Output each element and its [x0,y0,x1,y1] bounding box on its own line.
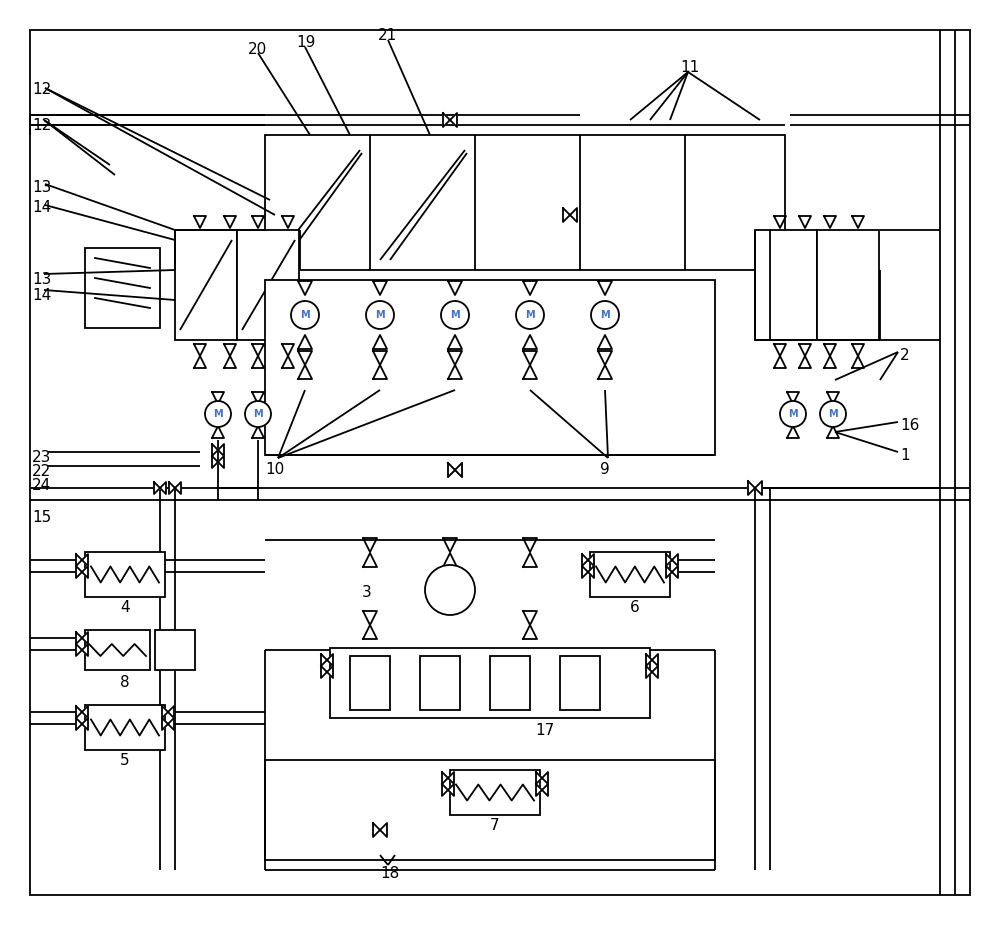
Polygon shape [76,644,88,656]
Polygon shape [212,456,224,468]
Text: 18: 18 [380,866,399,881]
Bar [560,656,600,710]
Bar [85,552,165,597]
Polygon shape [536,784,548,796]
Bar [490,656,530,710]
Text: 12: 12 [32,82,51,97]
Polygon shape [448,463,462,477]
Bar [237,230,299,340]
Text: 10: 10 [265,462,284,477]
Text: 13: 13 [32,180,51,195]
Text: 4: 4 [120,600,130,615]
Bar [265,280,715,455]
Bar [450,770,540,815]
Text: M: M [828,409,838,419]
Circle shape [441,301,469,329]
Circle shape [205,401,231,427]
Polygon shape [76,554,88,566]
Text: 7: 7 [490,818,500,833]
Bar [590,552,670,597]
Text: M: M [300,310,310,320]
Text: 13: 13 [32,272,51,287]
Circle shape [425,565,475,615]
Bar [265,760,715,860]
Text: 22: 22 [32,464,51,479]
Circle shape [245,401,271,427]
Polygon shape [373,823,387,837]
Text: M: M [600,310,610,320]
Circle shape [516,301,544,329]
Bar [350,656,390,710]
Polygon shape [448,463,462,477]
Text: M: M [253,409,263,419]
Polygon shape [646,654,658,666]
Circle shape [820,401,846,427]
Polygon shape [169,482,181,494]
Bar [265,135,785,270]
Polygon shape [666,554,678,566]
Polygon shape [666,566,678,578]
Polygon shape [582,554,594,566]
Polygon shape [321,666,333,678]
Circle shape [366,301,394,329]
Polygon shape [748,481,762,495]
Bar [85,248,160,328]
Text: 1: 1 [900,448,910,463]
Text: 14: 14 [32,200,51,215]
Text: M: M [213,409,223,419]
Bar [175,230,237,340]
Polygon shape [162,706,174,718]
Bar [155,630,195,670]
Bar [755,230,817,340]
Circle shape [291,301,319,329]
Polygon shape [76,718,88,730]
Bar [330,648,650,718]
Text: 24: 24 [32,478,51,493]
Text: 14: 14 [32,288,51,303]
Polygon shape [563,208,577,222]
Text: 21: 21 [378,28,397,43]
Text: 2: 2 [900,348,910,363]
Bar [817,230,879,340]
Text: M: M [788,409,798,419]
Polygon shape [442,772,454,784]
Polygon shape [646,666,658,678]
Circle shape [591,301,619,329]
Polygon shape [76,566,88,578]
Polygon shape [321,654,333,666]
Text: 15: 15 [32,510,51,525]
Text: 11: 11 [680,60,699,75]
Text: 9: 9 [600,462,610,477]
Text: 5: 5 [120,753,130,768]
Bar [420,656,460,710]
Polygon shape [536,772,548,784]
Bar [85,630,150,670]
Polygon shape [76,632,88,644]
Text: 12: 12 [32,118,51,133]
Polygon shape [162,718,174,730]
Polygon shape [154,482,166,494]
Text: M: M [375,310,385,320]
Polygon shape [582,566,594,578]
Text: M: M [450,310,460,320]
Polygon shape [443,113,457,127]
Polygon shape [442,784,454,796]
Text: 20: 20 [248,42,267,57]
Text: 6: 6 [630,600,640,615]
Text: 3: 3 [362,585,372,600]
Text: 8: 8 [120,675,130,690]
Text: 16: 16 [900,418,919,433]
Text: 17: 17 [535,723,554,738]
Bar [85,705,165,750]
Polygon shape [76,706,88,718]
Text: 23: 23 [32,450,51,465]
Circle shape [780,401,806,427]
Text: 19: 19 [296,35,315,50]
Text: M: M [525,310,535,320]
Polygon shape [212,444,224,456]
